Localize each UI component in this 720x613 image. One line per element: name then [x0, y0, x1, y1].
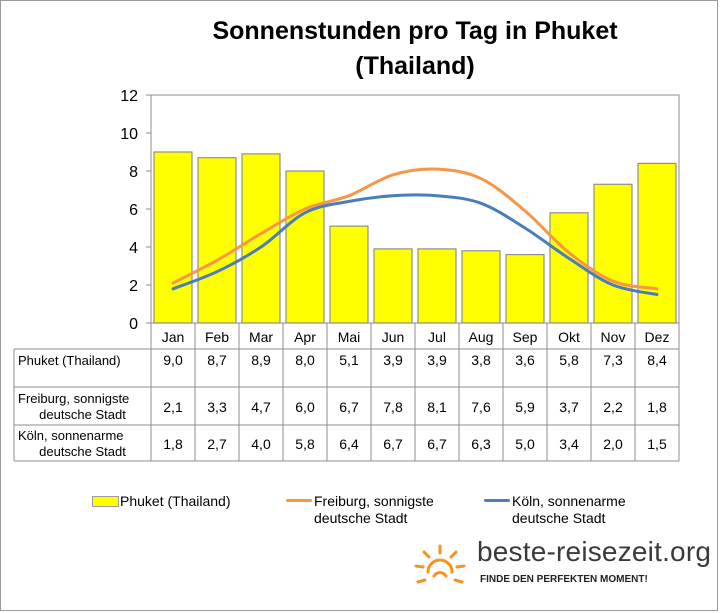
- table-cell: 8,0: [295, 352, 315, 368]
- table-cell: 3,7: [559, 399, 579, 415]
- y-tick-label: 10: [120, 126, 138, 143]
- x-tick-label-jul: Jul: [428, 329, 446, 345]
- chart-title-line-1: Sonnenstunden pro Tag in Phuket: [212, 17, 618, 45]
- table-row-label: Freiburg, sonnigste: [18, 391, 129, 406]
- table-cell: 5,8: [559, 352, 579, 368]
- table-cell: 1,8: [163, 436, 183, 452]
- table-cell: 1,5: [647, 436, 667, 452]
- data-table: Jan Feb Mar Apr Mai Jun Jul Aug Sep Okt Nov Dez Phuk…: [13, 322, 680, 462]
- table-cell: 5,1: [339, 352, 359, 368]
- table-row-label: deutsche Stadt: [39, 444, 126, 459]
- bar-dez: [637, 162, 677, 324]
- bar-sep: [505, 254, 545, 324]
- x-tick-label-mar: Mar: [249, 329, 273, 345]
- table-cell: 3,3: [207, 399, 227, 415]
- legend-label-freiburg-line-1: Freiburg, sonnigste: [314, 493, 434, 509]
- table-cell: 5,0: [515, 436, 535, 452]
- table-cell: 7,8: [383, 399, 403, 415]
- x-tick-label-sep: Sep: [513, 329, 538, 345]
- y-tick-label: 6: [129, 202, 138, 219]
- y-tick-label: 12: [120, 88, 138, 105]
- legend-swatch-freiburg: [286, 499, 312, 502]
- line-series-freiburg: [171, 167, 659, 291]
- table-cell: 3,9: [427, 352, 447, 368]
- y-tick-label: 4: [129, 240, 138, 257]
- x-tick-label-feb: Feb: [205, 329, 229, 345]
- table-cell: 6,7: [339, 399, 359, 415]
- table-cell: 3,4: [559, 436, 579, 452]
- x-tick-label-aug: Aug: [469, 329, 494, 345]
- table-cell: 9,0: [163, 352, 183, 368]
- bar-feb: [197, 157, 237, 324]
- bar-jul: [417, 248, 457, 324]
- chart-title-line-2: (Thailand): [355, 52, 475, 80]
- table-cell: 8,4: [647, 352, 667, 368]
- table-cell: 8,9: [251, 352, 271, 368]
- y-tick-label: 8: [129, 164, 138, 181]
- bar-nov: [593, 183, 633, 324]
- x-tick-label-okt: Okt: [558, 329, 580, 345]
- table-cell: 4,0: [251, 436, 271, 452]
- y-tick-label: 2: [129, 278, 138, 295]
- bar-apr: [285, 170, 325, 324]
- y-tick-label: 0: [129, 316, 138, 333]
- sun-logo-icon: [414, 544, 466, 584]
- table-cell: 7,3: [603, 352, 623, 368]
- legend-label-freiburg-line-2: deutsche Stadt: [314, 510, 408, 526]
- logo-text[interactable]: beste-reisezeit.org: [477, 536, 712, 567]
- legend-swatch-koeln: [484, 499, 510, 502]
- table-row-label: deutsche Stadt: [39, 407, 126, 422]
- table-cell: 3,8: [471, 352, 491, 368]
- table-cell: 7,6: [471, 399, 491, 415]
- bar-aug: [461, 250, 501, 324]
- table-cell: 3,9: [383, 352, 403, 368]
- plot-area: 0 2 4 6 8 10 12: [120, 88, 680, 333]
- x-tick-label-jan: Jan: [162, 329, 185, 345]
- table-cell: 8,7: [207, 352, 227, 368]
- table-cell: 5,9: [515, 399, 535, 415]
- table-cell: 2,1: [163, 399, 183, 415]
- line-series-koeln: [171, 193, 659, 296]
- table-row-label: Phuket (Thailand): [18, 353, 121, 368]
- table-cell: 6,7: [427, 436, 447, 452]
- legend-swatch-phuket: [92, 496, 119, 507]
- plot-border: [150, 94, 680, 324]
- bar-mai: [329, 225, 369, 324]
- x-tick-label-jun: Jun: [382, 329, 405, 345]
- legend-label-phuket: Phuket (Thailand): [120, 493, 231, 510]
- bar-jan: [153, 151, 193, 324]
- table-cell: 2,2: [603, 399, 623, 415]
- table-cell: 6,0: [295, 399, 315, 415]
- x-tick-label-nov: Nov: [601, 329, 626, 345]
- table-cell: 2,7: [207, 436, 227, 452]
- table-cell: 4,7: [251, 399, 271, 415]
- x-tick-label-dez: Dez: [645, 329, 670, 345]
- legend-label-freiburg: Freiburg, sonnigste deutsche Stadt: [314, 493, 434, 527]
- table-cell: 6,3: [471, 436, 491, 452]
- table-cell: 1,8: [647, 399, 667, 415]
- table-cell: 6,7: [383, 436, 403, 452]
- bar-jun: [373, 248, 413, 324]
- legend-label-koeln-line-2: deutsche Stadt: [512, 510, 606, 526]
- table-cell: 8,1: [427, 399, 447, 415]
- table-cell: 2,0: [603, 436, 623, 452]
- x-tick-label-mai: Mai: [338, 329, 361, 345]
- legend-label-phuket-line: Phuket (Thailand): [120, 493, 231, 509]
- table-cell: 6,4: [339, 436, 359, 452]
- legend-label-koeln: Köln, sonnenarme deutsche Stadt: [512, 493, 626, 527]
- logo-tagline: FINDE DEN PERFEKTEN MOMENT!: [480, 574, 648, 585]
- table-cell: 5,8: [295, 436, 315, 452]
- x-tick-label-apr: Apr: [294, 329, 316, 345]
- table-row-label: Köln, sonnenarme: [18, 428, 124, 443]
- chart-title: Sonnenstunden pro Tag in Phuket (Thailan…: [100, 14, 720, 84]
- legend-label-koeln-line-1: Köln, sonnenarme: [512, 493, 626, 509]
- table-cell: 3,6: [515, 352, 535, 368]
